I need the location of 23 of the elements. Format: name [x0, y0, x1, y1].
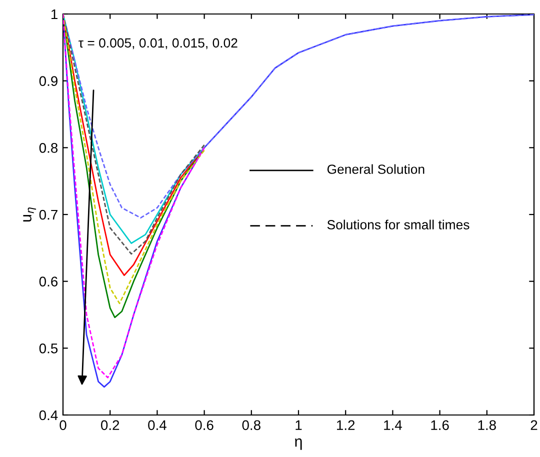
x-tick-label: 1 — [296, 420, 302, 430]
x-tick-label: 1.2 — [337, 420, 355, 430]
x-axis-title: η — [295, 438, 302, 450]
x-tick-label: 0.8 — [242, 420, 260, 430]
y-tick-label: 0.5 — [39, 344, 58, 354]
x-tick-label: 1.4 — [384, 420, 402, 430]
x-tick-label: 0.6 — [195, 420, 214, 430]
y-tick-label: 0.9 — [39, 76, 58, 86]
x-tick-label: 0 — [60, 420, 66, 430]
x-tick-label: 1.8 — [478, 420, 496, 430]
y-tick-label: 0.4 — [39, 410, 58, 420]
annotation: τ = 0.005, 0.01, 0.015, 0.02 — [78, 38, 238, 50]
annotation: Solutions for small times — [327, 220, 470, 230]
y-axis-title: u$_{η}$ — [23, 208, 36, 222]
x-tick-label: 2 — [530, 420, 538, 430]
x-tick-label: 0.4 — [148, 420, 166, 430]
x-tick-label: 0.2 — [100, 420, 120, 430]
y-tick-label: 1 — [51, 9, 58, 20]
y-tick-label: 0.6 — [39, 276, 58, 287]
x-tick-label: 1.6 — [431, 420, 449, 430]
y-tick-label: 0.7 — [39, 210, 58, 220]
annotation: General Solution — [327, 164, 424, 174]
y-tick-label: 0.8 — [39, 143, 58, 153]
